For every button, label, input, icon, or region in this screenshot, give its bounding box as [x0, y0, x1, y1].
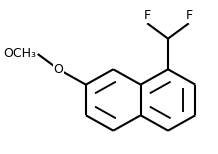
Text: O: O: [54, 63, 63, 76]
Text: F: F: [185, 9, 192, 22]
Text: F: F: [144, 9, 151, 22]
Text: OCH₃: OCH₃: [3, 47, 36, 61]
